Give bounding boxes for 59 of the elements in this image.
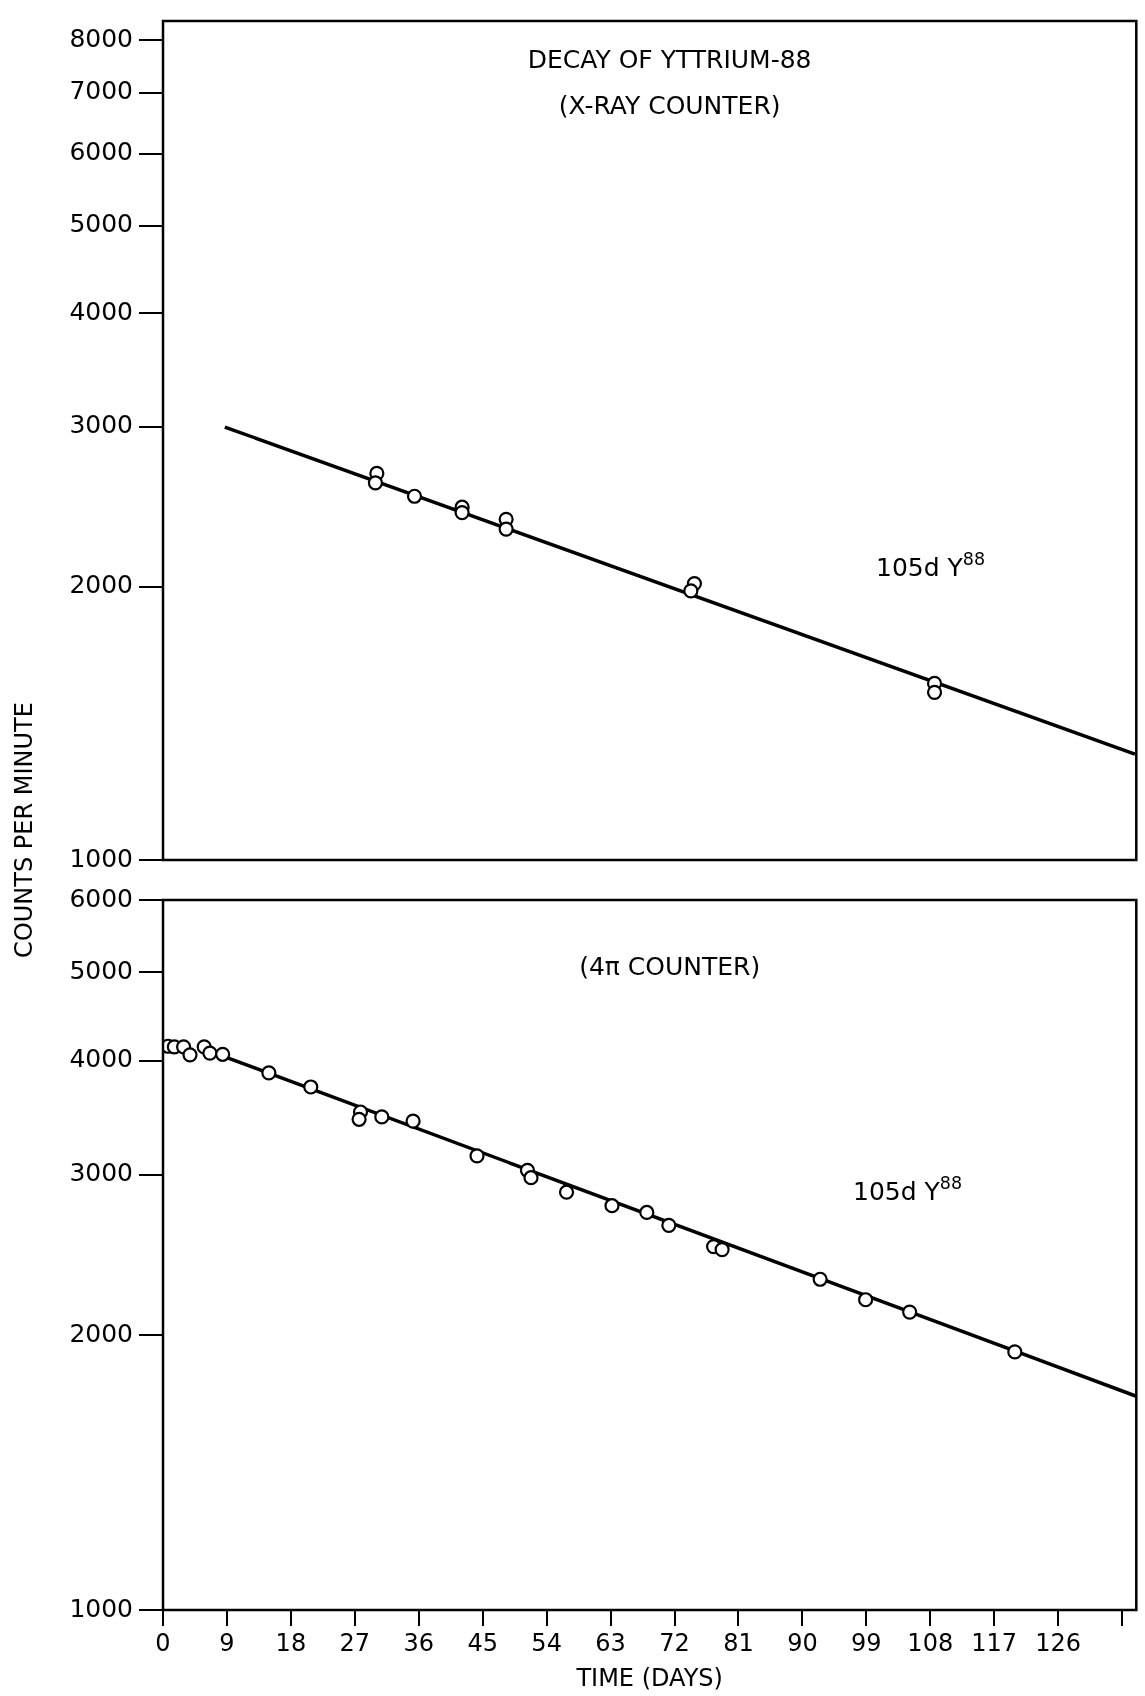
point <box>469 1148 485 1164</box>
point <box>639 1204 655 1221</box>
x-tick-label: 45 <box>467 1628 498 1657</box>
point <box>374 1109 390 1125</box>
y-tick-label: 2000 <box>69 1318 133 1348</box>
point <box>182 1047 198 1063</box>
x-tick-label: 36 <box>403 1628 435 1657</box>
x-tick-label: 63 <box>595 1628 626 1657</box>
point <box>661 1217 677 1233</box>
point <box>604 1198 620 1214</box>
point <box>303 1079 319 1095</box>
point <box>202 1045 218 1061</box>
x-tick-label: 126 <box>1035 1628 1082 1657</box>
point <box>683 583 699 599</box>
x-tick-label: 72 <box>659 1628 690 1657</box>
point <box>812 1271 828 1287</box>
point <box>714 1242 730 1258</box>
y-tick-label: 5000 <box>69 209 133 239</box>
x-tick-label: 117 <box>971 1628 1018 1657</box>
x-tick-label: 81 <box>723 1628 754 1657</box>
point <box>367 475 384 491</box>
x-tick-label: 0 <box>155 1628 171 1657</box>
y-tick-label: 8000 <box>69 23 133 53</box>
y-tick-label: 3000 <box>69 1158 133 1188</box>
y-tick-label: 1000 <box>69 843 133 873</box>
y-axis-title: COUNTS PER MINUTE <box>10 702 38 958</box>
x-axis-title: TIME (DAYS) <box>575 1663 723 1692</box>
point <box>261 1065 277 1081</box>
point <box>523 1170 539 1186</box>
x-tick-label: 9 <box>219 1628 235 1657</box>
x-tick-label: 54 <box>531 1628 562 1657</box>
y-tick-label: 6000 <box>69 883 133 913</box>
y-tick-label: 4000 <box>69 296 133 326</box>
y-tick-label: 4000 <box>69 1044 133 1074</box>
point <box>406 488 423 504</box>
text: (X-RAY COUNTER) <box>558 90 781 120</box>
x-tick-label: 90 <box>787 1628 818 1657</box>
point <box>215 1046 231 1062</box>
point <box>1007 1344 1023 1360</box>
y-tick-label: 1000 <box>69 1593 133 1623</box>
y-tick-label: 5000 <box>69 955 133 985</box>
point <box>926 684 943 700</box>
y-tick-label: 3000 <box>69 410 133 440</box>
text: DECAY OF YTTRIUM-88 <box>527 44 812 74</box>
point <box>351 1111 367 1127</box>
y-tick-label: 7000 <box>69 76 133 106</box>
x-tick-label: 108 <box>907 1628 954 1657</box>
point <box>498 521 514 537</box>
point <box>558 1184 575 1200</box>
x-tick-label: 27 <box>339 1628 371 1657</box>
point <box>454 504 470 521</box>
point <box>902 1304 918 1320</box>
x-tick-label: 18 <box>275 1628 307 1657</box>
point <box>405 1113 421 1129</box>
y-tick-label: 2000 <box>69 570 133 600</box>
x-tick-label: 99 <box>851 1628 882 1657</box>
text: (4π COUNTER) <box>579 951 761 981</box>
y-tick-label: 6000 <box>69 137 133 167</box>
point <box>858 1292 874 1308</box>
